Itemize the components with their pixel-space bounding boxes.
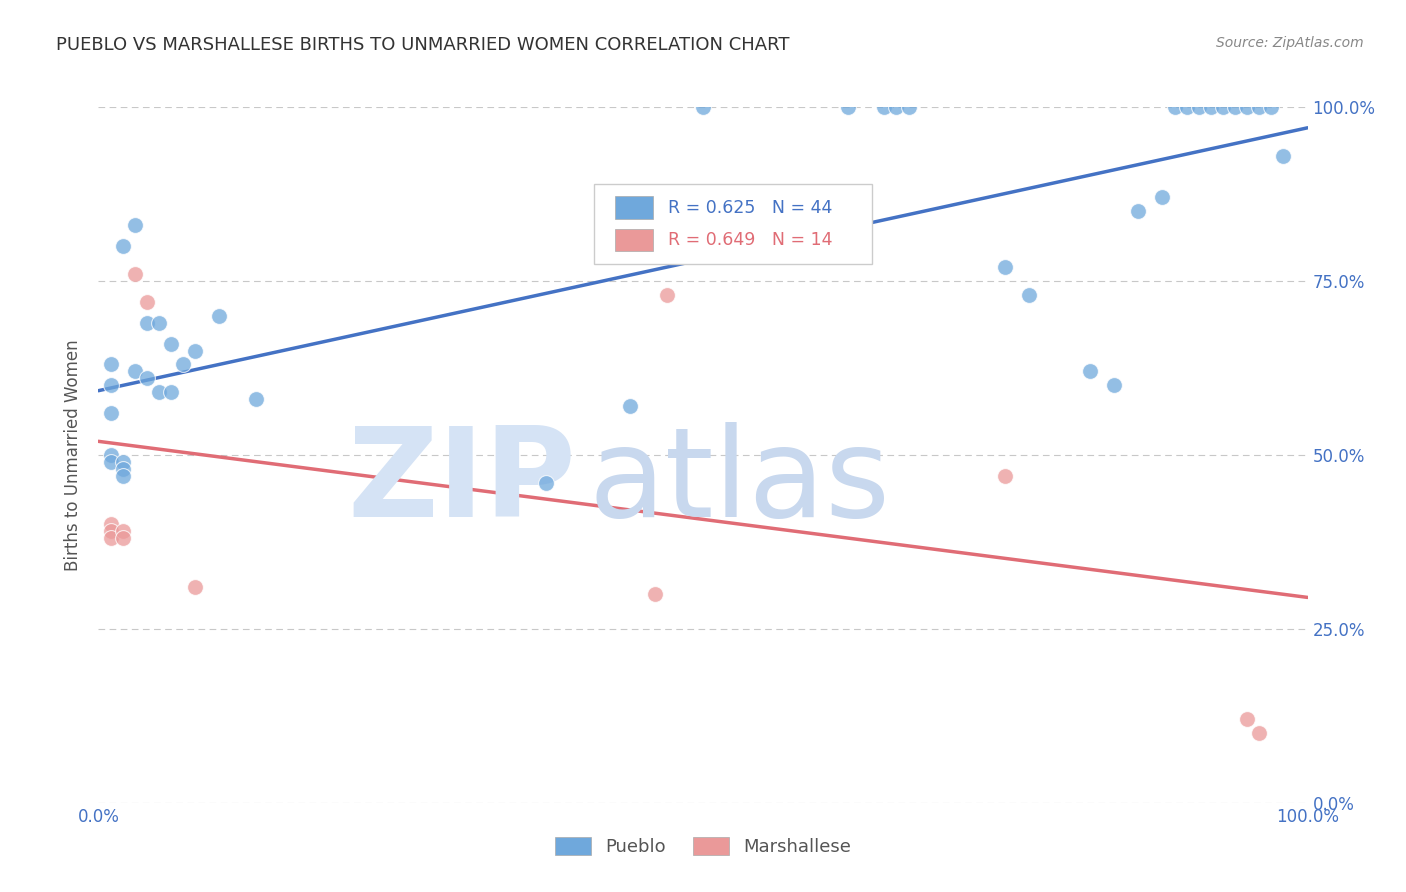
Point bbox=[692, 100, 714, 114]
Point bbox=[1102, 378, 1125, 392]
Point bbox=[1223, 100, 1246, 114]
FancyBboxPatch shape bbox=[614, 196, 654, 219]
Point bbox=[148, 385, 170, 400]
Point bbox=[111, 455, 134, 469]
Point bbox=[148, 316, 170, 330]
Point bbox=[1249, 726, 1271, 740]
Point bbox=[994, 468, 1017, 483]
Point bbox=[100, 448, 122, 462]
Point bbox=[1018, 288, 1040, 302]
Point bbox=[1188, 100, 1211, 114]
Point bbox=[100, 517, 122, 532]
Point bbox=[160, 385, 183, 400]
Text: R = 0.625   N = 44: R = 0.625 N = 44 bbox=[668, 199, 832, 217]
Point bbox=[1212, 100, 1234, 114]
Point bbox=[184, 580, 207, 594]
Point bbox=[184, 343, 207, 358]
Point bbox=[619, 190, 641, 204]
FancyBboxPatch shape bbox=[595, 184, 872, 264]
Point bbox=[100, 524, 122, 539]
Point bbox=[124, 219, 146, 233]
Point bbox=[1236, 712, 1258, 726]
Point bbox=[1260, 100, 1282, 114]
Point bbox=[111, 468, 134, 483]
Point bbox=[1128, 204, 1150, 219]
Point bbox=[1152, 190, 1174, 204]
Point bbox=[111, 524, 134, 539]
Point bbox=[873, 100, 896, 114]
Point bbox=[994, 260, 1017, 274]
Text: atlas: atlas bbox=[588, 422, 890, 543]
Text: PUEBLO VS MARSHALLESE BIRTHS TO UNMARRIED WOMEN CORRELATION CHART: PUEBLO VS MARSHALLESE BIRTHS TO UNMARRIE… bbox=[56, 36, 790, 54]
Point bbox=[135, 294, 157, 309]
Point bbox=[100, 532, 122, 546]
Point bbox=[100, 378, 122, 392]
Point bbox=[208, 309, 231, 323]
Point bbox=[111, 239, 134, 253]
Y-axis label: Births to Unmarried Women: Births to Unmarried Women bbox=[63, 339, 82, 571]
Point bbox=[619, 399, 641, 413]
Point bbox=[124, 364, 146, 378]
Point bbox=[1163, 100, 1185, 114]
Point bbox=[100, 455, 122, 469]
Point bbox=[644, 587, 666, 601]
Text: ZIP: ZIP bbox=[347, 422, 576, 543]
Point bbox=[111, 532, 134, 546]
Point bbox=[172, 358, 194, 372]
Point bbox=[1249, 100, 1271, 114]
FancyBboxPatch shape bbox=[614, 228, 654, 251]
Point bbox=[837, 100, 859, 114]
Text: Source: ZipAtlas.com: Source: ZipAtlas.com bbox=[1216, 36, 1364, 50]
Point bbox=[1199, 100, 1222, 114]
Point bbox=[160, 336, 183, 351]
Point bbox=[245, 392, 267, 407]
Point bbox=[135, 371, 157, 385]
Point bbox=[1078, 364, 1101, 378]
Point bbox=[1175, 100, 1198, 114]
Point bbox=[897, 100, 920, 114]
Point bbox=[135, 316, 157, 330]
Point bbox=[100, 358, 122, 372]
Point bbox=[1236, 100, 1258, 114]
Point bbox=[886, 100, 908, 114]
Point bbox=[1272, 149, 1295, 163]
Legend: Pueblo, Marshallese: Pueblo, Marshallese bbox=[547, 830, 859, 863]
Point bbox=[100, 406, 122, 420]
Text: R = 0.649   N = 14: R = 0.649 N = 14 bbox=[668, 231, 832, 249]
Point bbox=[111, 462, 134, 476]
Point bbox=[655, 288, 678, 302]
Point bbox=[534, 475, 557, 490]
Point bbox=[124, 267, 146, 281]
